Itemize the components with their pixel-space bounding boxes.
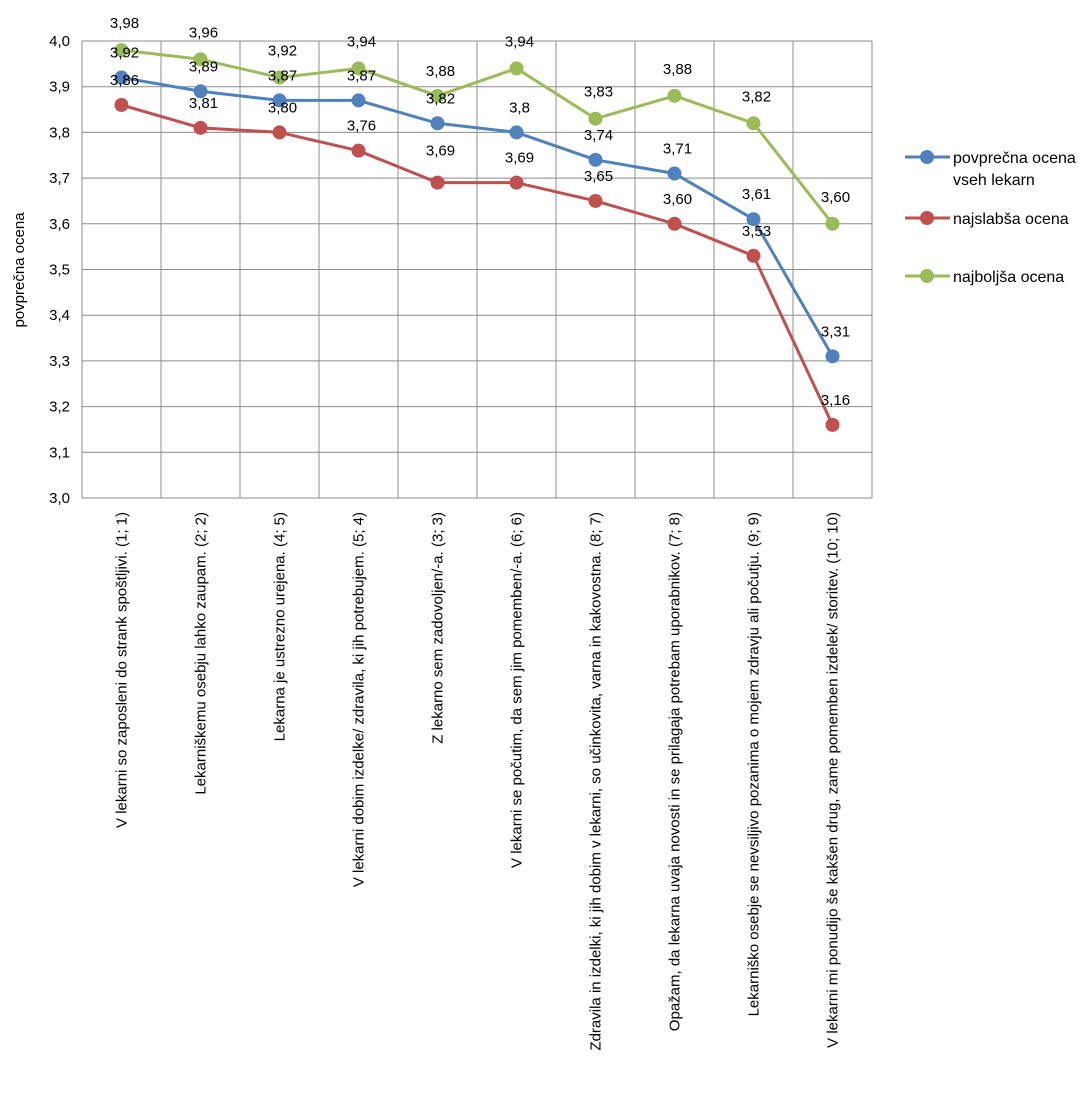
legend: povprečna ocena vseh lekarn najslabša ocen… bbox=[905, 150, 1076, 286]
data-label: 3,8 bbox=[509, 99, 530, 116]
data-label: 3,88 bbox=[663, 61, 692, 78]
data-point bbox=[351, 143, 366, 158]
data-label: 3,60 bbox=[821, 189, 850, 206]
y-tick-label: 3,8 bbox=[49, 124, 70, 141]
x-tick-label: Z lekarno sem zadovoljen/-a. (3; 3) bbox=[430, 512, 447, 744]
x-tick-label: Lekarniško osebje se nevsiljivo pozanima… bbox=[746, 512, 763, 1016]
legend-label: najslabša ocena bbox=[953, 211, 1069, 228]
x-tick-label: V lekarni dobim izdelke/ zdravila, ki ji… bbox=[351, 512, 368, 887]
data-point bbox=[667, 88, 682, 103]
data-point bbox=[588, 193, 603, 208]
data-label: 3,87 bbox=[268, 67, 297, 84]
data-point bbox=[114, 70, 129, 85]
data-point bbox=[351, 93, 366, 108]
x-tick-label: Opažam, da lekarna uvaja novosti in se p… bbox=[667, 512, 684, 1031]
data-point bbox=[351, 61, 366, 76]
y-tick-label: 3,5 bbox=[49, 262, 70, 279]
y-tick-label: 3,2 bbox=[49, 399, 70, 416]
series-line bbox=[121, 48, 834, 225]
legend-label: najboljša ocena bbox=[953, 269, 1064, 286]
y-tick-label: 3,3 bbox=[49, 353, 70, 370]
data-label: 3,82 bbox=[426, 90, 455, 107]
series-line bbox=[121, 76, 834, 358]
x-tick-label: Zdravila in izdelki, ki jih dobim v leka… bbox=[588, 512, 605, 1051]
data-point bbox=[430, 116, 445, 131]
data-point bbox=[272, 125, 287, 140]
data-label: 3,31 bbox=[821, 323, 850, 340]
data-point bbox=[430, 175, 445, 190]
data-point bbox=[430, 88, 445, 103]
data-point bbox=[272, 93, 287, 108]
data-label: 3,82 bbox=[742, 88, 771, 105]
data-point bbox=[588, 152, 603, 167]
data-point bbox=[825, 216, 840, 231]
data-label: 3,92 bbox=[110, 45, 139, 62]
data-label: 3,87 bbox=[347, 67, 376, 84]
data-label: 3,53 bbox=[742, 223, 771, 240]
x-tick-label: Lekarniškemu osebju lahko zaupam. (2; 2) bbox=[193, 512, 210, 795]
data-point bbox=[114, 97, 129, 112]
x-tick-label: V lekarni se počutim, da sem jim pomembe… bbox=[509, 512, 526, 868]
data-point bbox=[193, 120, 208, 135]
x-axis: V lekarni so zaposleni do strank spoštlj… bbox=[114, 512, 842, 1051]
x-tick-label: V lekarni so zaposleni do strank spoštlj… bbox=[114, 512, 131, 828]
data-label: 3,69 bbox=[505, 150, 534, 167]
data-point bbox=[193, 52, 208, 67]
legend-label: vseh lekarn bbox=[953, 172, 1035, 189]
data-label: 3,96 bbox=[189, 24, 218, 41]
data-label: 3,92 bbox=[268, 43, 297, 60]
data-label: 3,86 bbox=[110, 72, 139, 89]
data-label: 3,83 bbox=[584, 84, 613, 101]
y-tick-label: 3,4 bbox=[49, 307, 70, 324]
data-point bbox=[272, 70, 287, 85]
data-point bbox=[509, 61, 524, 76]
data-label: 3,65 bbox=[584, 168, 613, 185]
data-point bbox=[667, 216, 682, 231]
grid-lines bbox=[81, 40, 873, 499]
data-label: 3,71 bbox=[663, 141, 692, 158]
data-point bbox=[509, 175, 524, 190]
y-tick-label: 3,9 bbox=[49, 79, 70, 96]
data-label: 3,74 bbox=[584, 127, 613, 144]
data-label: 3,81 bbox=[189, 95, 218, 112]
data-point bbox=[588, 111, 603, 126]
data-point bbox=[193, 84, 208, 99]
series-line bbox=[121, 103, 834, 426]
data-label: 3,88 bbox=[426, 63, 455, 80]
data-label: 3,94 bbox=[347, 33, 376, 50]
data-point bbox=[746, 116, 761, 131]
x-tick-label: V lekarni mi ponudijo še kakšen drug, za… bbox=[825, 512, 842, 1048]
y-axis: 3,0 3,1 3,2 3,3 3,4 3,5 3,6 3,7 3,8 3,9 4,0 bbox=[49, 33, 70, 507]
data-point bbox=[509, 125, 524, 140]
data-label: 3,76 bbox=[347, 118, 376, 135]
data-label: 3,61 bbox=[742, 186, 771, 203]
data-label: 3,16 bbox=[821, 392, 850, 409]
data-label: 3,98 bbox=[110, 15, 139, 32]
data-label: 3,60 bbox=[663, 191, 692, 208]
y-tick-label: 3,1 bbox=[49, 444, 70, 461]
y-tick-label: 4,0 bbox=[49, 33, 70, 50]
y-tick-label: 3,0 bbox=[49, 490, 70, 507]
data-point bbox=[746, 212, 761, 227]
data-point bbox=[667, 166, 682, 181]
legend-marker bbox=[920, 269, 934, 283]
data-point bbox=[114, 43, 129, 58]
data-label: 3,80 bbox=[268, 99, 297, 116]
legend-label: povprečna ocena bbox=[953, 150, 1076, 167]
y-axis-title: povprečna ocena bbox=[11, 212, 28, 328]
legend-marker bbox=[920, 211, 934, 225]
y-tick-label: 3,7 bbox=[49, 170, 70, 187]
x-tick-label: Lekarna je ustrezno urejena. (4; 5) bbox=[272, 512, 289, 741]
y-tick-label: 3,6 bbox=[49, 216, 70, 233]
legend-marker bbox=[920, 150, 934, 164]
data-label: 3,89 bbox=[189, 58, 218, 75]
series-group: 3,86 3,81 3,80 3,76 3,69 3,69 3,65 3,60 3,53 3,16… bbox=[110, 15, 850, 432]
data-point bbox=[825, 417, 840, 432]
data-point bbox=[825, 349, 840, 364]
data-label: 3,94 bbox=[505, 33, 534, 50]
data-point bbox=[746, 248, 761, 263]
data-label: 3,69 bbox=[426, 143, 455, 160]
